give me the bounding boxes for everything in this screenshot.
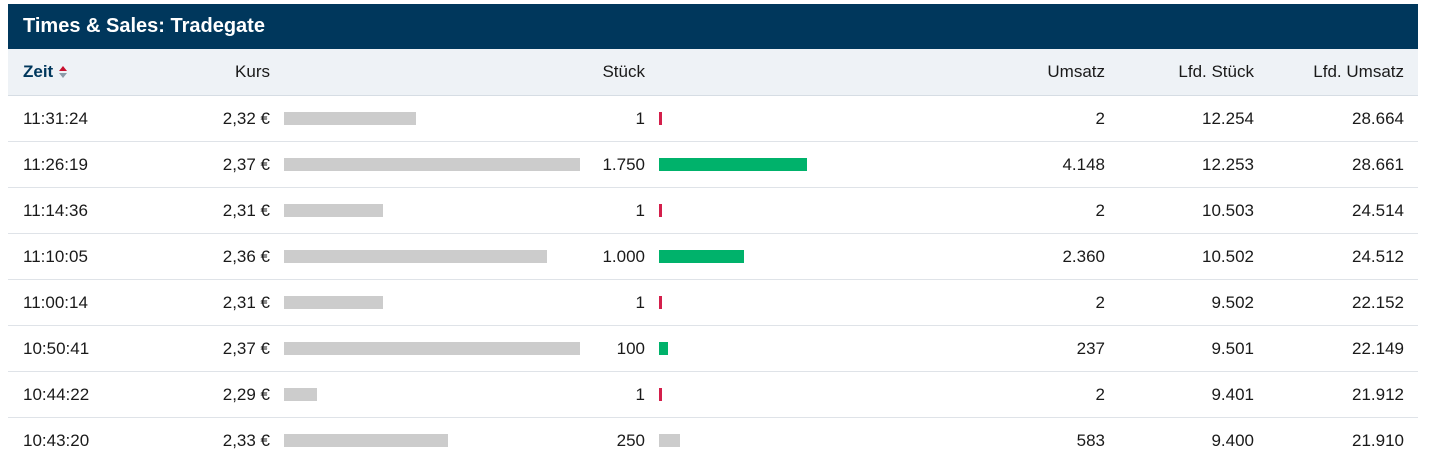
cell-lfd-stueck: 12.254 [1202, 108, 1254, 128]
cell-lfd-umsatz: 28.661 [1352, 154, 1404, 174]
kurs-bar [284, 204, 383, 217]
cell-lfd-umsatz: 22.152 [1352, 292, 1404, 312]
table-row: 10:44:22 2,29 € 1 2 9.401 21.912 [8, 372, 1418, 418]
column-header-lfd-umsatz: Lfd. Umsatz [1313, 62, 1404, 81]
table-row: 11:31:24 2,32 € 1 2 12.254 28.664 [8, 96, 1418, 142]
cell-stueck: 1 [635, 384, 645, 404]
cell-umsatz: 237 [1076, 338, 1105, 358]
table-row: 10:43:20 2,33 € 250 583 9.400 21.910 [8, 418, 1418, 452]
cell-umsatz: 583 [1076, 430, 1105, 450]
table-row: 11:14:36 2,31 € 1 2 10.503 24.514 [8, 188, 1418, 234]
sort-toggle-icon[interactable] [59, 65, 69, 79]
cell-kurs: 2,31 € [222, 200, 270, 220]
cell-lfd-stueck: 10.502 [1202, 246, 1254, 266]
table-row: 11:26:19 2,37 € 1.750 4.148 12.253 28.661 [8, 142, 1418, 188]
cell-kurs: 2,29 € [222, 384, 270, 404]
cell-lfd-umsatz: 24.512 [1352, 246, 1404, 266]
cell-kurs: 2,37 € [222, 338, 270, 358]
cell-zeit: 11:10:05 [23, 246, 88, 266]
kurs-bar [284, 112, 416, 125]
cell-lfd-umsatz: 21.912 [1352, 384, 1404, 404]
cell-stueck: 1.750 [602, 154, 645, 174]
cell-lfd-umsatz: 24.514 [1352, 200, 1404, 220]
cell-lfd-stueck: 9.401 [1211, 384, 1254, 404]
cell-stueck: 100 [616, 338, 645, 358]
cell-lfd-stueck: 10.503 [1202, 200, 1254, 220]
column-header-zeit[interactable]: Zeit [23, 49, 69, 95]
cell-lfd-umsatz: 22.149 [1352, 338, 1404, 358]
kurs-bar [284, 342, 580, 355]
table-row: 11:10:05 2,36 € 1.000 2.360 10.502 24.512 [8, 234, 1418, 280]
cell-kurs: 2,37 € [222, 154, 270, 174]
column-header-lfd-stueck: Lfd. Stück [1178, 62, 1254, 81]
cell-umsatz: 2 [1095, 292, 1105, 312]
cell-kurs: 2,32 € [222, 108, 270, 128]
cell-kurs: 2,36 € [222, 246, 270, 266]
cell-kurs: 2,31 € [222, 292, 270, 312]
stueck-bar [659, 204, 662, 217]
cell-stueck: 1 [635, 200, 645, 220]
times-and-sales-widget: Times & Sales: Tradegate Zeit Kurs Stück… [8, 4, 1418, 452]
stueck-bar [659, 158, 807, 171]
stueck-bar [659, 342, 668, 355]
table-row: 11:00:14 2,31 € 1 2 9.502 22.152 [8, 280, 1418, 326]
cell-zeit: 10:44:22 [23, 384, 90, 404]
cell-umsatz: 2 [1095, 108, 1105, 128]
cell-lfd-stueck: 9.400 [1211, 430, 1254, 450]
kurs-bar [284, 296, 383, 309]
cell-umsatz: 4.148 [1062, 154, 1105, 174]
cell-lfd-umsatz: 28.664 [1352, 108, 1404, 128]
stueck-bar [659, 434, 680, 447]
column-header-stueck: Stück [602, 62, 645, 81]
table-header: Zeit Kurs Stück Umsatz Lfd. Stück Lfd. U… [8, 49, 1418, 96]
cell-umsatz: 2 [1095, 384, 1105, 404]
kurs-bar [284, 250, 547, 263]
column-header-kurs: Kurs [235, 62, 270, 81]
stueck-bar [659, 388, 662, 401]
cell-lfd-umsatz: 21.910 [1352, 430, 1404, 450]
cell-kurs: 2,33 € [222, 430, 270, 450]
cell-stueck: 250 [616, 430, 645, 450]
kurs-bar [284, 388, 317, 401]
table-body: 11:31:24 2,32 € 1 2 12.254 28.664 11:26:19 2,37… [8, 96, 1418, 452]
cell-umsatz: 2.360 [1062, 246, 1105, 266]
stueck-bar [659, 296, 662, 309]
cell-umsatz: 2 [1095, 200, 1105, 220]
cell-lfd-stueck: 12.253 [1202, 154, 1254, 174]
cell-stueck: 1 [635, 292, 645, 312]
cell-zeit: 10:43:20 [23, 430, 90, 450]
widget-title: Times & Sales: Tradegate [8, 4, 1418, 49]
column-header-zeit-label: Zeit [23, 62, 54, 81]
cell-zeit: 11:00:14 [23, 292, 88, 312]
cell-lfd-stueck: 9.501 [1211, 338, 1254, 358]
stueck-bar [659, 250, 744, 263]
kurs-bar [284, 434, 448, 447]
cell-lfd-stueck: 9.502 [1211, 292, 1254, 312]
cell-zeit: 10:50:41 [23, 338, 90, 358]
kurs-bar [284, 158, 580, 171]
cell-stueck: 1.000 [602, 246, 645, 266]
table-row: 10:50:41 2,37 € 100 237 9.501 22.149 [8, 326, 1418, 372]
stueck-bar [659, 112, 662, 125]
cell-zeit: 11:14:36 [23, 200, 88, 220]
cell-zeit: 11:31:24 [23, 108, 88, 128]
cell-stueck: 1 [635, 108, 645, 128]
cell-zeit: 11:26:19 [23, 154, 88, 174]
column-header-umsatz: Umsatz [1047, 62, 1105, 81]
